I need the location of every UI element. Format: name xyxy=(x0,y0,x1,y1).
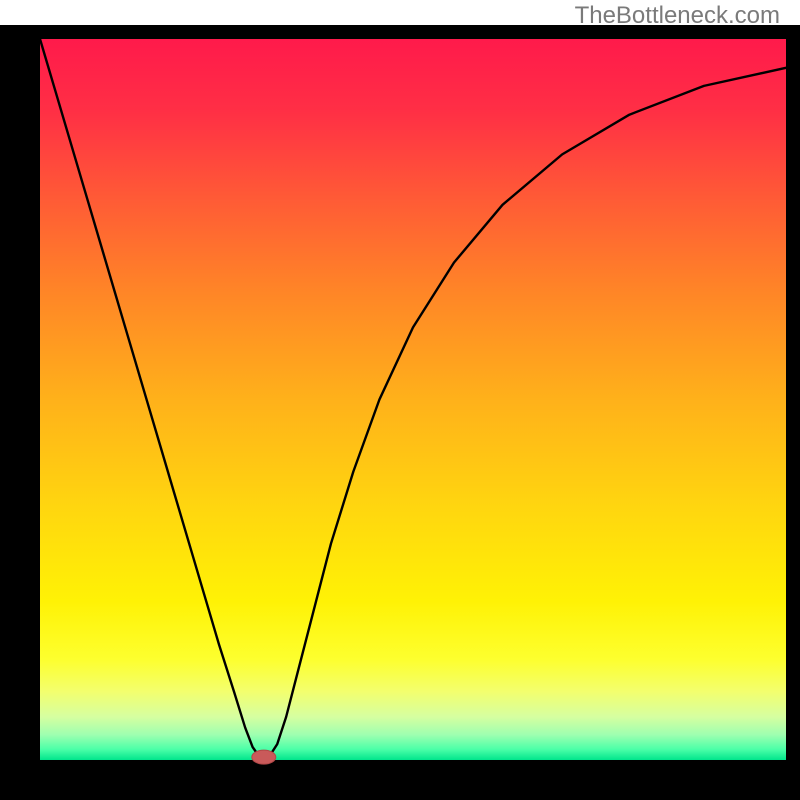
bottleneck-curve xyxy=(40,39,786,759)
stage: TheBottleneck.com xyxy=(0,0,800,800)
minimum-marker xyxy=(252,750,276,764)
chart-svg xyxy=(0,0,800,800)
